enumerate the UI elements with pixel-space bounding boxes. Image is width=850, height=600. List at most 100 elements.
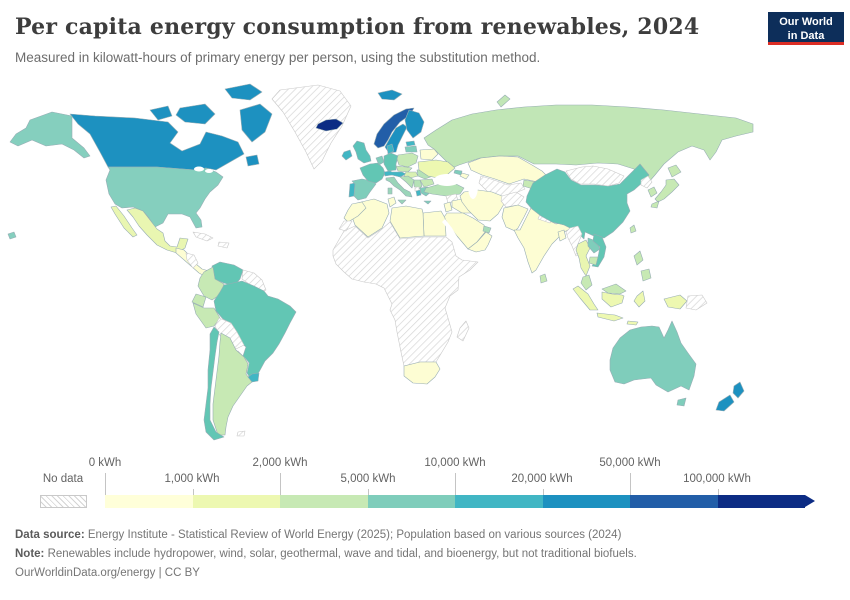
map-region-egypt[interactable]: [422, 210, 447, 237]
map-region-bangladesh[interactable]: [557, 229, 567, 242]
map-region-ireland[interactable]: [341, 149, 353, 161]
legend-segment-0[interactable]: [105, 495, 193, 508]
map-region-north-korea[interactable]: [640, 175, 653, 189]
map-region-western-sahara[interactable]: [338, 220, 353, 232]
map-region-jordan-israel[interactable]: [443, 201, 453, 213]
map-region-new-zealand[interactable]: [715, 381, 745, 412]
legend-tick-mark-3: [367, 489, 369, 495]
map-region-latvia-lithuania[interactable]: [404, 145, 418, 153]
legend-segment-6[interactable]: [630, 495, 718, 508]
chart-footer: Data source: Energy Institute - Statisti…: [15, 526, 637, 583]
great-lakes: [194, 166, 204, 172]
map-region-cuba[interactable]: [192, 231, 214, 242]
legend-tick-mark-4: [455, 473, 456, 495]
map-region-japan[interactable]: [650, 164, 682, 209]
license-line: OurWorldinData.org/energy | CC BY: [15, 567, 200, 579]
map-region-bolivia[interactable]: [214, 317, 245, 350]
legend-segment-2[interactable]: [280, 495, 368, 508]
map-region-france[interactable]: [359, 162, 386, 184]
map-region-sri-lanka[interactable]: [539, 273, 548, 284]
map-region-czech-slovakia[interactable]: [395, 165, 413, 173]
map-region-mongolia[interactable]: [565, 165, 625, 187]
map-region-africa-subsaharan[interactable]: [332, 221, 479, 367]
world-choropleth-map[interactable]: [0, 80, 850, 450]
legend-tick-mark-5: [542, 489, 544, 495]
map-region-iceland[interactable]: [315, 118, 344, 132]
legend-tick-mark-7: [717, 489, 719, 495]
map-region-pakistan[interactable]: [501, 204, 529, 232]
map-region-canada[interactable]: [69, 83, 273, 171]
map-region-united-kingdom[interactable]: [352, 140, 372, 164]
map-region-finland[interactable]: [404, 109, 425, 139]
legend-segment-5[interactable]: [542, 495, 630, 508]
map-region-hispaniola[interactable]: [217, 241, 230, 249]
map-region-svalbard[interactable]: [377, 89, 403, 101]
map-region-estonia[interactable]: [405, 140, 416, 147]
map-region-ecuador[interactable]: [191, 293, 207, 308]
great-lakes-east: [205, 169, 213, 173]
map-region-madagascar[interactable]: [456, 320, 470, 342]
legend-tick-2: 2,000 kWh: [252, 457, 308, 469]
legend-tick-mark-0: [105, 473, 106, 495]
map-region-russia[interactable]: [423, 94, 754, 184]
legend-tick-mark-1: [192, 489, 194, 495]
map-region-albania[interactable]: [415, 189, 422, 197]
map-region-south-korea[interactable]: [647, 186, 658, 198]
legend-tick-7: 100,000 kWh: [683, 473, 751, 485]
map-region-tunisia[interactable]: [387, 196, 397, 208]
map-region-philippines[interactable]: [633, 250, 652, 282]
map-region-vietnam[interactable]: [591, 233, 607, 268]
map-region-taiwan[interactable]: [629, 224, 637, 234]
legend-no-data-swatch[interactable]: [40, 495, 87, 508]
black-sea: [434, 174, 460, 186]
map-region-honduras-nicaragua[interactable]: [185, 252, 199, 269]
map-region-uae[interactable]: [482, 225, 492, 234]
map-region-libya[interactable]: [389, 205, 425, 239]
legend-tick-0: 0 kWh: [88, 457, 122, 469]
page-title: Per capita energy consumption from renew…: [15, 14, 700, 40]
map-region-united-states[interactable]: [7, 111, 224, 240]
map-region-papua-new-guinea[interactable]: [685, 294, 708, 311]
legend-segment-1[interactable]: [192, 495, 280, 508]
legend-segment-4[interactable]: [455, 495, 543, 508]
map-region-argentina[interactable]: [212, 332, 253, 436]
legend-tick-6: 50,000 kWh: [599, 457, 661, 469]
note-label: Note:: [15, 548, 45, 560]
map-region-falklands[interactable]: [236, 430, 246, 437]
data-source-line: Data source: Energy Institute - Statisti…: [15, 526, 637, 545]
legend-tick-3: 5,000 kWh: [340, 473, 396, 485]
map-region-china[interactable]: [525, 163, 650, 240]
map-region-south-africa[interactable]: [403, 361, 441, 385]
note-line: Note: Renewables include hydropower, win…: [15, 545, 637, 564]
legend-segment-7[interactable]: [717, 495, 805, 508]
map-region-malaysia[interactable]: [580, 274, 627, 295]
map-region-belarus[interactable]: [419, 148, 439, 161]
map-region-morocco[interactable]: [343, 201, 367, 223]
map-region-chile[interactable]: [203, 326, 225, 441]
legend-tick-1: 1,000 kWh: [164, 473, 220, 485]
map-region-australia[interactable]: [609, 320, 697, 407]
map-region-greenland[interactable]: [271, 84, 352, 170]
map-region-italy[interactable]: [385, 176, 413, 205]
caspian-sea: [468, 173, 478, 199]
map-region-austria-switzerland[interactable]: [383, 170, 407, 178]
legend-segment-3[interactable]: [367, 495, 455, 508]
map-region-georgia[interactable]: [453, 169, 463, 176]
map-region-denmark[interactable]: [386, 143, 395, 155]
owid-logo-line1: Our World: [779, 16, 833, 28]
map-region-poland[interactable]: [396, 152, 419, 168]
map-region-mexico[interactable]: [110, 205, 189, 254]
map-region-yemen-oman[interactable]: [467, 231, 493, 253]
map-region-indonesia[interactable]: [572, 285, 688, 326]
legend-tick-mark-6: [630, 473, 631, 495]
chart-subtitle: Measured in kilowatt-hours of primary en…: [15, 50, 541, 65]
map-region-uruguay[interactable]: [247, 372, 260, 383]
map-region-germany[interactable]: [383, 152, 399, 172]
data-source-text: Energy Institute - Statistical Review of…: [84, 529, 622, 541]
owid-logo-line2: in Data: [787, 29, 825, 42]
map-region-cambodia[interactable]: [588, 256, 599, 266]
map-region-azerbaijan[interactable]: [459, 172, 470, 180]
owid-logo[interactable]: Our World in Data: [768, 12, 844, 45]
map-region-bulgaria[interactable]: [419, 178, 435, 188]
